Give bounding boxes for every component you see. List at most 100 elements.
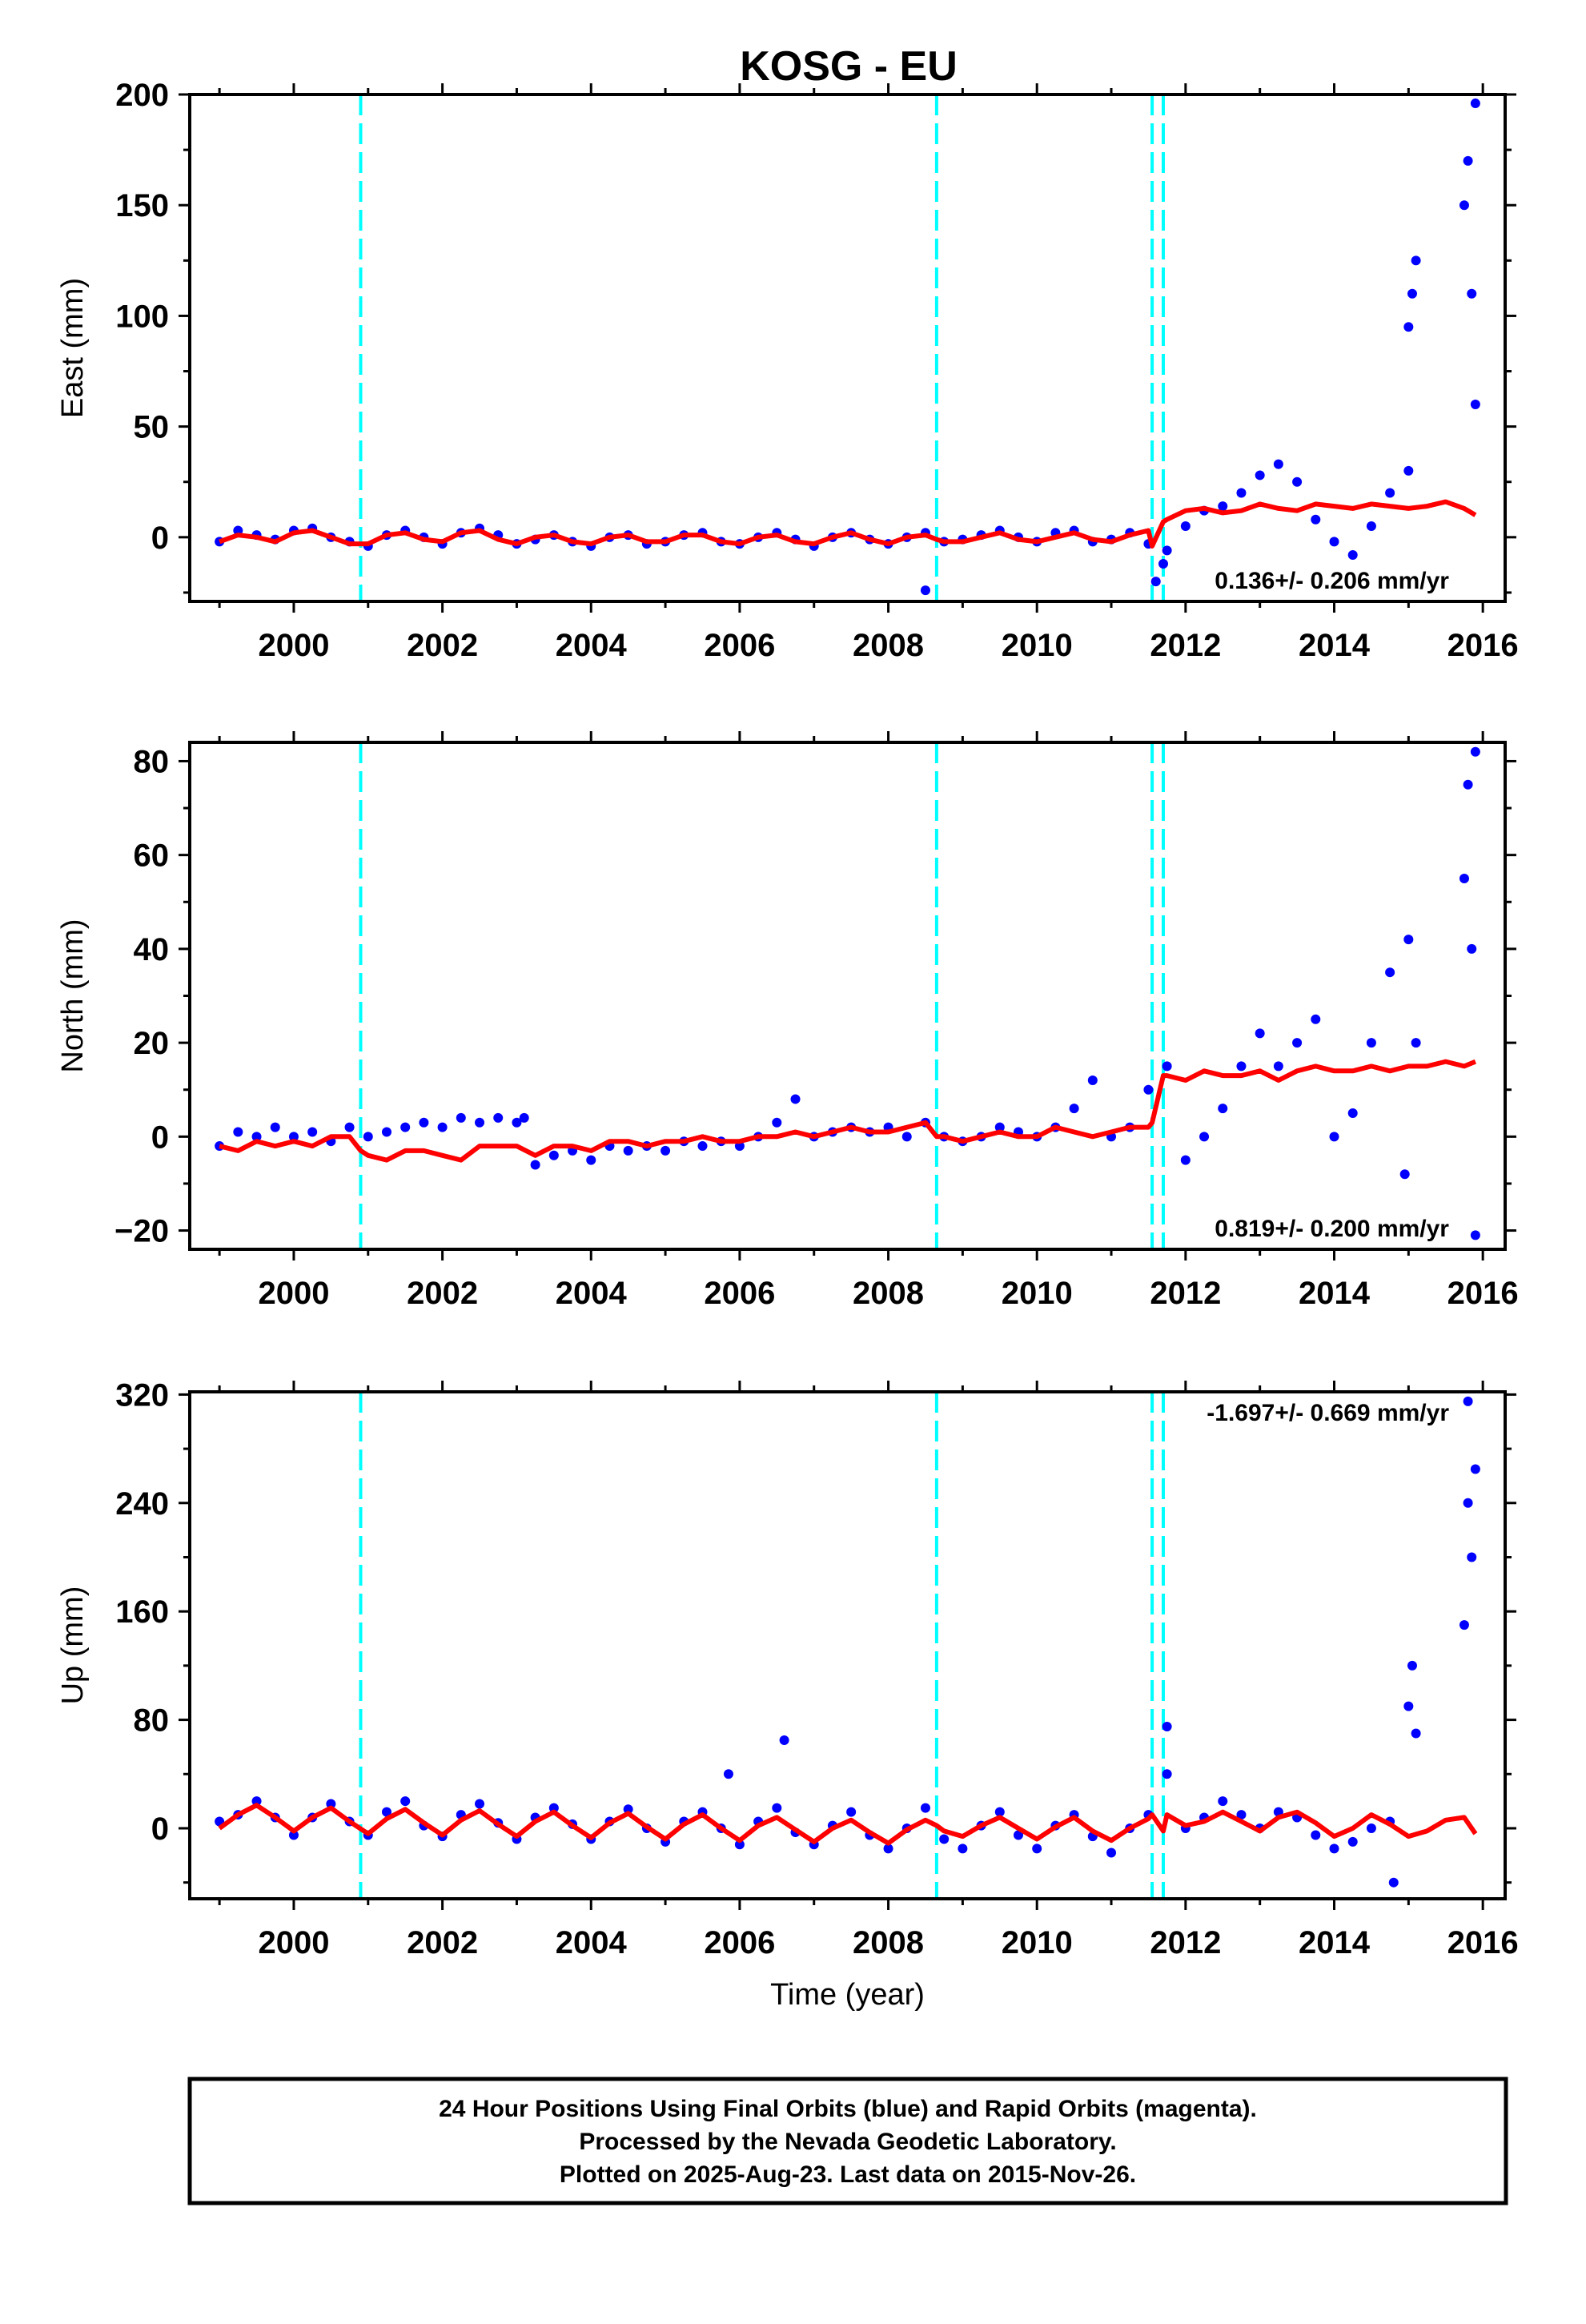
east-position-point [1311, 514, 1321, 525]
caption-line-2: Processed by the Nevada Geodetic Laborat… [579, 2129, 1116, 2155]
east-position-point [920, 585, 930, 596]
north-position-point [512, 1117, 522, 1128]
north-position-point [270, 1122, 280, 1132]
north-position-point [1311, 1014, 1321, 1024]
north-position-point [1399, 1169, 1410, 1180]
north-y-tick-label: −20 [114, 1214, 169, 1249]
up-position-point [1388, 1877, 1399, 1888]
north-position-point [1143, 1084, 1154, 1095]
north-position-point [475, 1117, 485, 1128]
east-x-tick-label: 2006 [704, 628, 775, 663]
figure-title: KOSG - EU [740, 43, 958, 90]
north-position-point [1199, 1132, 1210, 1142]
up-position-point [779, 1735, 789, 1745]
north-position-point [344, 1122, 355, 1132]
up-position-point [772, 1803, 782, 1813]
north-x-tick-label: 2002 [407, 1276, 478, 1311]
east-panel: 2000 2002 2004 2006 2008 2010 2012 2014 2016 0 50 1… [56, 78, 1519, 663]
north-position-point [1347, 1108, 1358, 1119]
up-x-tick-label: 2002 [407, 1925, 478, 1960]
up-position-point [326, 1799, 336, 1809]
up-panel: 2000 2002 2004 2006 2008 2010 2012 2014 2016 0 80 1… [56, 1377, 1519, 2012]
north-position-point [1411, 1038, 1421, 1048]
north-position-point [1087, 1076, 1098, 1085]
north-position-point [901, 1132, 912, 1142]
up-position-point [734, 1839, 745, 1850]
up-position-point [1311, 1830, 1321, 1840]
east-position-point [1329, 537, 1339, 547]
north-model-line [219, 1059, 1477, 1163]
up-position-point [1463, 1498, 1473, 1508]
east-position-point [1385, 488, 1395, 498]
north-position-point [1273, 1061, 1283, 1072]
up-x-tick-label: 2016 [1447, 1925, 1519, 1960]
up-plot-area [215, 1392, 1480, 1899]
north-position-point [1236, 1061, 1247, 1072]
east-x-tick-label: 2016 [1447, 628, 1519, 663]
east-position-point [1255, 470, 1265, 480]
caption-line-1: 24 Hour Positions Using Final Orbits (bl… [439, 2096, 1257, 2122]
up-position-point [1403, 1701, 1414, 1711]
up-position-point [1106, 1848, 1117, 1858]
north-plot-area [215, 742, 1480, 1249]
north-position-point [623, 1145, 633, 1156]
up-position-point [1162, 1722, 1172, 1732]
up-position-point [475, 1799, 485, 1809]
east-position-point [1273, 459, 1283, 469]
north-position-point [1459, 873, 1469, 883]
north-position-point [1467, 943, 1477, 954]
up-frame [188, 1390, 1507, 1900]
east-y-tick-label: 100 [115, 299, 169, 334]
north-x-tick-label: 2000 [258, 1276, 329, 1311]
up-x-tick-label: 2000 [258, 1925, 329, 1960]
north-position-point [1255, 1028, 1265, 1039]
east-position-point [1411, 255, 1421, 266]
north-x-tick-label: 2006 [704, 1276, 775, 1311]
east-y-axis-title: East (mm) [56, 278, 90, 418]
north-position-point [519, 1112, 529, 1123]
east-position-point [1403, 322, 1414, 332]
up-position-point [1411, 1728, 1421, 1739]
north-position-point [1218, 1104, 1228, 1114]
north-position-point [400, 1122, 411, 1132]
east-x-tick-label: 2004 [556, 628, 628, 663]
east-position-point [1459, 200, 1469, 211]
north-position-point [1329, 1132, 1339, 1142]
up-position-point [1236, 1810, 1247, 1820]
north-position-point [1292, 1038, 1303, 1048]
up-position-point [1463, 1396, 1473, 1406]
east-position-point [1403, 465, 1414, 476]
north-position-point [1463, 779, 1473, 790]
north-position-point [456, 1112, 466, 1123]
up-position-point [723, 1769, 733, 1779]
east-y-tick-label: 150 [115, 188, 169, 223]
east-rate-label: 0.136+/- 0.206 mm/yr [1215, 568, 1449, 594]
up-position-point [1347, 1836, 1358, 1847]
east-position-point [1162, 545, 1172, 556]
up-position-point [1162, 1769, 1172, 1779]
up-position-point [1467, 1552, 1477, 1562]
up-y-tick-label: 160 [115, 1594, 169, 1630]
east-position-point [1292, 476, 1303, 487]
up-y-tick-label: 0 [151, 1811, 169, 1847]
north-position-point [697, 1141, 708, 1152]
north-x-tick-label: 2008 [853, 1276, 924, 1311]
east-x-tick-label: 2010 [1002, 628, 1073, 663]
north-x-tick-label: 2012 [1150, 1276, 1221, 1311]
up-y-tick-label: 320 [115, 1377, 169, 1413]
up-x-tick-label: 2012 [1150, 1925, 1221, 1960]
east-x-tick-label: 2014 [1299, 628, 1371, 663]
north-panel: 2000 2002 2004 2006 2008 2010 2012 2014 2016 −20 0… [56, 731, 1519, 1311]
north-x-tick-label: 2016 [1447, 1276, 1519, 1311]
up-position-point [400, 1796, 411, 1807]
north-position-point [1180, 1155, 1191, 1165]
up-position-point [381, 1807, 391, 1817]
up-position-point [939, 1834, 950, 1844]
north-position-point [1162, 1061, 1172, 1072]
north-y-tick-label: 20 [134, 1026, 170, 1061]
east-x-tick-label: 2000 [258, 628, 329, 663]
up-x-tick-label: 2006 [704, 1925, 775, 1960]
north-position-point [1470, 746, 1480, 757]
east-position-point [1180, 521, 1191, 532]
